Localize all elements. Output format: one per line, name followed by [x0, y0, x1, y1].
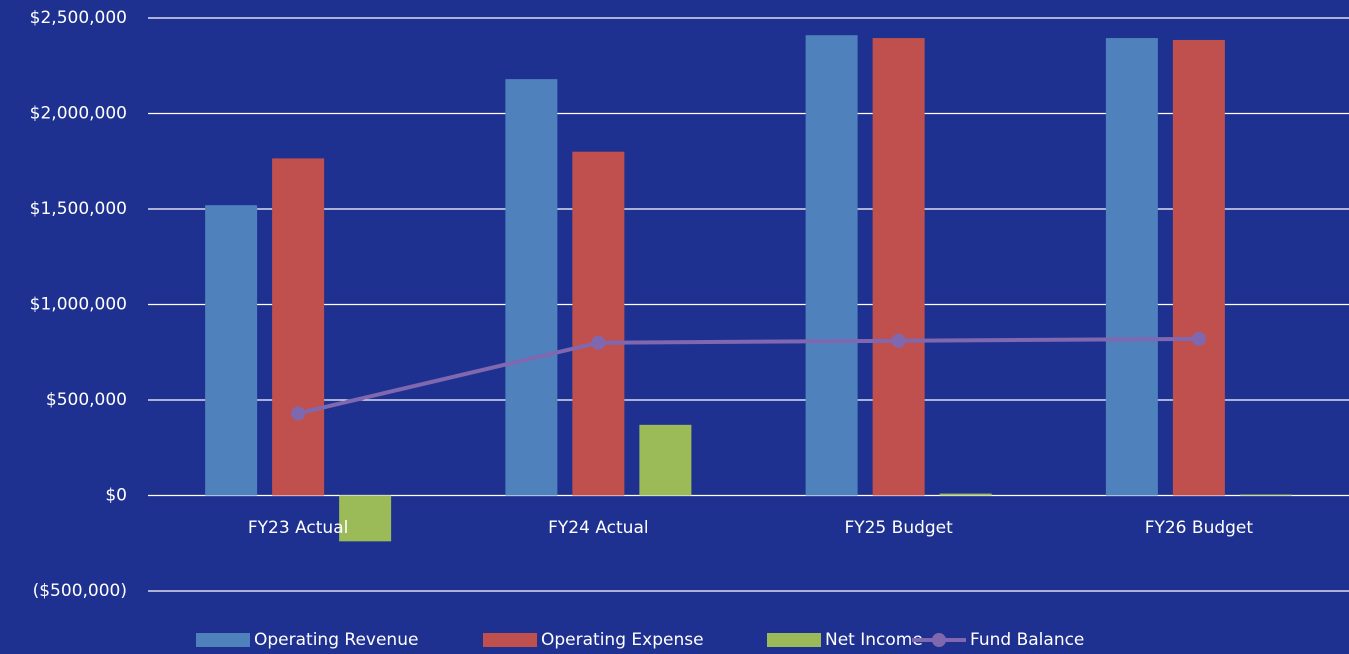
line-marker — [291, 406, 306, 421]
y-tick-label: $0 — [105, 486, 127, 506]
legend-label: Fund Balance — [970, 630, 1084, 650]
legend-swatch — [767, 633, 821, 647]
line-marker — [591, 335, 606, 350]
x-tick-label: FY24 Actual — [548, 518, 648, 538]
bar — [872, 38, 925, 496]
y-tick-label: $1,000,000 — [30, 295, 127, 315]
legend-label: Operating Expense — [541, 630, 704, 650]
y-tick-label: $2,000,000 — [30, 104, 127, 124]
y-tick-label: ($500,000) — [33, 581, 127, 601]
bar — [272, 158, 325, 496]
legend-label: Operating Revenue — [254, 630, 418, 650]
y-tick-label: $1,500,000 — [30, 199, 127, 219]
bar — [339, 495, 392, 542]
bar — [1105, 38, 1158, 496]
bar — [505, 79, 558, 496]
line — [297, 336, 1199, 416]
y-tick-label: $2,500,000 — [30, 8, 127, 28]
bar — [1172, 39, 1225, 496]
legend-swatch — [483, 633, 537, 647]
bar — [939, 493, 992, 496]
line-marker — [1191, 331, 1206, 346]
line-marker — [891, 333, 906, 348]
bar — [572, 151, 625, 496]
bar — [639, 424, 692, 496]
bar — [805, 35, 858, 496]
x-tick-label: FY26 Budget — [1145, 518, 1254, 538]
x-tick-label: FY23 Actual — [248, 518, 348, 538]
legend-swatch — [196, 633, 250, 647]
x-tick-label: FY25 Budget — [844, 518, 953, 538]
y-tick-label: $500,000 — [46, 390, 127, 410]
bar — [1239, 494, 1292, 496]
bar — [205, 205, 258, 496]
legend-label: Net Income — [825, 630, 923, 650]
legend-marker — [932, 633, 946, 647]
